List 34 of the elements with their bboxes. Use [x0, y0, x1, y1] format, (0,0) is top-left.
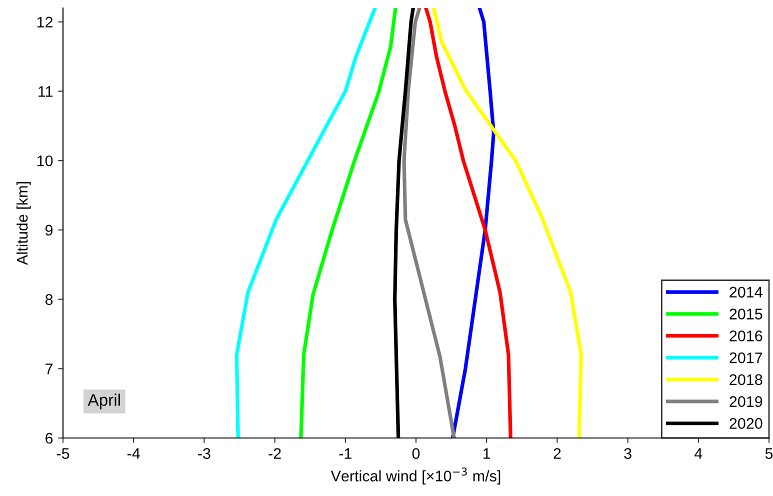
- line-series: [432, 8, 584, 438]
- legend-label: 2017: [730, 352, 762, 364]
- annotation: April: [88, 394, 120, 410]
- line-series: [234, 8, 377, 438]
- x-tick-label: 3: [624, 448, 632, 459]
- x-tick-label: 2: [554, 448, 561, 459]
- line-series: [299, 8, 398, 438]
- y-tick-label: 9: [46, 224, 53, 236]
- line-series: [402, 8, 456, 438]
- x-tick-label: -4: [127, 448, 140, 459]
- legend-label: 2019: [730, 396, 762, 407]
- legend-label: 2016: [730, 330, 762, 342]
- x-tick-label: -1: [339, 448, 352, 459]
- y-tick-label: 8: [45, 294, 53, 305]
- y-tick-label: 12: [37, 16, 53, 28]
- y-tick-label: 7: [46, 364, 53, 374]
- x-tick-label: 4: [694, 448, 702, 459]
- line-series: [424, 8, 512, 438]
- line-series: [450, 8, 496, 438]
- legend-label: 2020: [730, 418, 762, 429]
- x-axis-title: Vertical wind [×10$^{−3}$ m/s]: [330, 468, 500, 484]
- y-axis-title: Altitude [km]: [16, 182, 31, 265]
- x-tick-label: -2: [268, 448, 281, 459]
- y-tick-label: 6: [46, 432, 53, 444]
- x-tick-label: -5: [56, 448, 70, 459]
- x-tick-label: 5: [765, 448, 773, 459]
- legend-label: 2018: [730, 374, 762, 386]
- x-tick-label: -3: [198, 448, 210, 459]
- y-tick-label: 11: [38, 86, 53, 97]
- x-tick-label: 1: [484, 448, 490, 459]
- legend-label: 2015: [730, 308, 762, 320]
- y-tick-label: 10: [37, 155, 53, 166]
- x-tick-label: 0: [412, 448, 420, 459]
- legend-label: 2014: [730, 286, 762, 298]
